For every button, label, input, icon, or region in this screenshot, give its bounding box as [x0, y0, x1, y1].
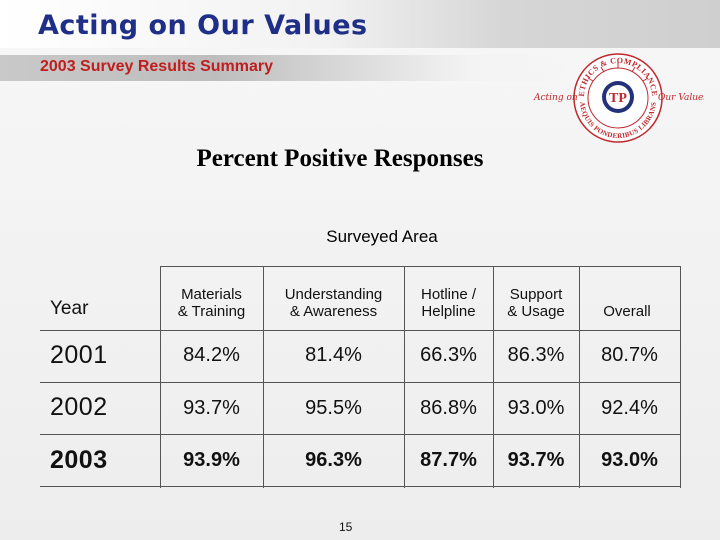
column-header-line: Support	[509, 286, 563, 303]
ethics-compliance-logo: ETHICS & COMPLIANCE AEQUIS PONDERIBUS LI…	[533, 53, 704, 143]
year-column-header: Year	[50, 298, 89, 319]
table-cell: 80.7%	[601, 344, 658, 366]
column-divider	[263, 266, 264, 488]
logo-left-script: Acting on	[533, 93, 578, 103]
table-cell: 93.7%	[507, 449, 565, 471]
column-header-materials-training: Materials & Training	[160, 283, 263, 323]
table-cell: 81.4%	[305, 344, 362, 366]
column-header-hotline-helpline: Hotline / Helpline	[404, 283, 493, 323]
table-row-rule	[40, 382, 680, 383]
column-divider	[404, 266, 405, 488]
slide-subtitle: 2003 Survey Results Summary	[40, 58, 274, 75]
table-cell: 95.5%	[305, 397, 362, 419]
column-header-line: Materials	[181, 286, 242, 303]
table-frame	[40, 266, 681, 488]
column-header-support-usage: Support & Usage	[493, 283, 579, 323]
column-divider	[493, 266, 494, 488]
column-header-overall: Overall	[579, 283, 675, 323]
table-bottom-rule	[40, 486, 680, 487]
table-cell: 84.2%	[183, 344, 240, 366]
table-cell: 66.3%	[420, 344, 477, 366]
table-cell: 86.8%	[420, 397, 477, 419]
column-header-line: & Training	[177, 303, 246, 320]
table-cell: 93.0%	[601, 449, 658, 471]
row-year-2003: 2003	[50, 446, 108, 474]
table-cell: 87.7%	[420, 449, 477, 471]
table-cell: 93.7%	[183, 397, 240, 419]
column-divider	[160, 266, 161, 488]
table-cell: 86.3%	[507, 344, 565, 366]
title-bar	[0, 0, 720, 48]
table-top-rule	[160, 266, 680, 267]
column-header-line: & Awareness	[289, 303, 378, 320]
table-cell: 92.4%	[601, 397, 658, 419]
logo-right-script: Our Values	[658, 93, 704, 103]
column-header-line: Helpline	[421, 303, 476, 320]
page-number: 15	[339, 520, 353, 534]
section-heading: Percent Positive Responses	[196, 145, 484, 172]
table-row-rule	[40, 434, 680, 435]
table-cell: 93.9%	[183, 449, 240, 471]
slide-title: Acting on Our Values	[38, 10, 368, 41]
column-header-understanding-awareness: Understanding & Awareness	[263, 283, 404, 323]
column-header-line: Hotline /	[420, 286, 477, 303]
table-header-rule	[40, 330, 680, 331]
surveyed-area-label: Surveyed Area	[326, 227, 438, 246]
column-header-line: Understanding	[284, 286, 383, 303]
column-header-line: Overall	[603, 303, 651, 320]
column-divider	[579, 266, 580, 488]
row-year-2001: 2001	[50, 341, 108, 369]
column-header-line: & Usage	[507, 303, 565, 320]
column-header-line	[625, 286, 629, 303]
logo-center-mark: TP	[609, 91, 627, 106]
table-cell: 96.3%	[305, 449, 362, 471]
row-year-2002: 2002	[50, 393, 108, 421]
table-cell: 93.0%	[507, 397, 565, 419]
